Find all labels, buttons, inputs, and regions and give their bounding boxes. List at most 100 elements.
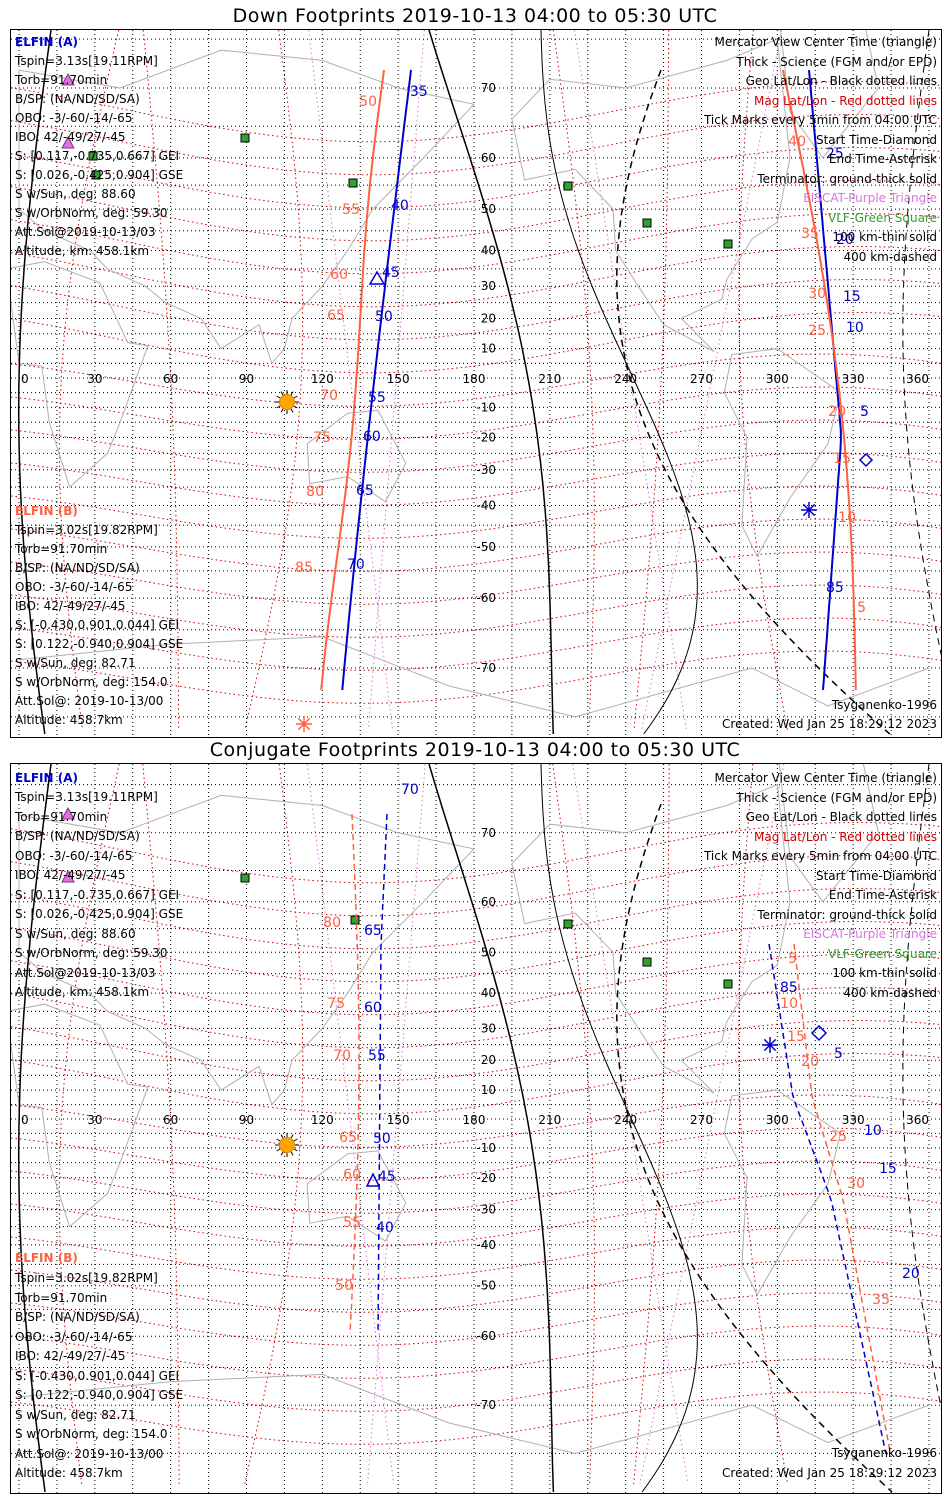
latitude-tick-label: -40 [476, 498, 496, 512]
info-line: Att.Sol@: 2019-10-13/00 [15, 694, 164, 708]
eiscat-meridian [639, 764, 785, 1485]
elfin-a-tick-label: 55 [368, 390, 386, 406]
legend-item: EISCAT-Purple Triangle [803, 927, 937, 941]
info-line: B/SP: (NA/ND/SD/SA) [15, 561, 140, 575]
continent-outline [306, 409, 407, 503]
map-canvas: 0 30 60 90 120 150 180 210 240 270 300 330 360 70 60 50… [11, 764, 941, 1493]
longitude-tick-label: 270 [690, 372, 713, 386]
info-line: S: [0.026,-0.425,0.904] GSE [15, 907, 184, 921]
terminator-line [428, 30, 555, 735]
legend-item: VLF-Green Square [828, 210, 937, 225]
elfin-b-tick-label: 70 [320, 388, 338, 404]
mag-latitude-line [11, 386, 941, 440]
elfin-a-name: ELFIN (A) [15, 771, 78, 785]
vlf-station-square [348, 178, 358, 188]
elfin-a-tick-label: 10 [864, 1123, 882, 1139]
continent-outline [511, 38, 791, 353]
info-line: S: [0.122,-0.940,0.904] GSE [15, 637, 184, 651]
latitude-tick-label: -50 [476, 1279, 496, 1293]
legend-item: End Time-Asterisk [828, 152, 937, 166]
info-line: OBO: -3/-60/-14/-65 [15, 111, 133, 125]
elfin-b-tick-label: 30 [847, 1176, 865, 1192]
elfin-b-tick-label: 5 [788, 951, 797, 967]
continent-outline [511, 783, 791, 1094]
longitude-tick-label: 300 [766, 372, 789, 386]
mag-latitude-line [11, 246, 941, 308]
mag-latitude-line [11, 855, 941, 917]
legend: Mercator View Center Time (triangle) Thi… [704, 772, 937, 1006]
info-line: OBO: -3/-60/-14/-65 [15, 1329, 133, 1344]
elfin-a-tick-label: 60 [363, 429, 381, 445]
longitude-tick-label: 120 [311, 1113, 334, 1127]
latitude-tick-label: 60 [481, 895, 496, 909]
mag-latitude-line [11, 452, 941, 506]
legend-item: 400 km-dashed [843, 249, 937, 264]
longitude-tick-label: 300 [766, 1113, 789, 1127]
elfin-a-info: Tspin=3.13s[19.11RPM] Torb=91.70min B/SP… [15, 55, 183, 264]
latitude-tick-label: -10 [476, 400, 496, 414]
elfin-b-tick-label: 50 [359, 94, 377, 110]
elfin-a-tick-label: 20 [902, 1266, 920, 1282]
terminator-line [17, 764, 52, 1493]
info-line: S: [0.122,-0.940,0.904] GSE [15, 1388, 184, 1402]
info-line: S: [0.117,-0.735,0.667] GEI [15, 149, 180, 163]
continent-outline [18, 49, 475, 365]
legend-item: End Time-Asterisk [828, 888, 937, 902]
latitude-tick-label: -40 [476, 1238, 496, 1252]
mag-longitude-line [58, 764, 120, 1485]
elfin-a-tick-label: 85 [780, 980, 798, 996]
continent-outline [778, 764, 879, 903]
mag-latitude-line [11, 1160, 941, 1214]
model-label: Tsyganenko-1996 [831, 698, 937, 712]
mag-latitude-line [11, 551, 941, 605]
eiscat-meridian [367, 764, 426, 1485]
longitude-tick-label: 270 [690, 1113, 713, 1127]
elfin-b-tick-label: 50 [335, 1278, 353, 1294]
elfin-a-tick-label: 15 [879, 1161, 897, 1177]
latitude-tick-label: -60 [476, 591, 496, 605]
info-line: S w/OrbNorm, deg: 59.30 [15, 946, 168, 960]
elfin-b-name: ELFIN (B) [15, 1251, 78, 1265]
legend-item: Thick - Science (FGM and/or EPD) [736, 790, 937, 805]
info-line: Att.Sol@2019-10-13/03 [15, 225, 156, 239]
info-line: OBO: -3/-60/-14/-65 [15, 848, 133, 863]
legend-item: Tick Marks every 5min from 04:00 UTC [703, 849, 937, 863]
latitude-tick-label: 40 [481, 244, 496, 258]
continent-outline [11, 261, 149, 488]
mag-latitude-line [11, 888, 941, 950]
elfin-b-tick-label: 60 [330, 267, 348, 283]
mag-longitude-line [552, 30, 595, 731]
elfin-a-tick-label: 65 [356, 483, 374, 499]
latitude-tick-label: -70 [476, 1398, 496, 1412]
vlf-station-square [91, 170, 101, 180]
info-line: S w/Sun, deg: 88.60 [15, 187, 136, 201]
legend-item: VLF-Green Square [828, 946, 937, 961]
latitude-tick-label: -20 [476, 1171, 496, 1185]
elfin-a-tick-label: 55 [368, 1048, 386, 1064]
info-line: Torb=91.70min [15, 1290, 108, 1305]
mag-latitude-line [11, 954, 941, 1016]
info-line: S w/OrbNorm, deg: 59.30 [15, 206, 168, 220]
mag-latitude-line [11, 147, 941, 209]
longitude-tick-label: 30 [87, 372, 102, 386]
info-line: Altitude: 458.7km [15, 1466, 123, 1480]
elfin-a-tick-label: 5 [834, 1046, 843, 1062]
elfin-b-info: Tspin=3.02s[19.82RPM] Torb=91.70min B/SP… [15, 524, 183, 733]
longitude-tick-label: 330 [842, 372, 865, 386]
elfin-b-track [793, 943, 892, 1455]
longitude-tick-label: 120 [311, 372, 334, 386]
conjugate-footprints-map: 0 30 60 90 120 150 180 210 240 270 300 330 360 70 60 50… [10, 763, 942, 1494]
terminator-line [428, 764, 555, 1493]
elfin-a-tick-label: 25 [826, 146, 844, 162]
mag-latitude-line [11, 1127, 941, 1181]
latitude-tick-label: -20 [476, 431, 496, 445]
start-time-diamond [858, 452, 874, 468]
terminator-line [17, 30, 52, 735]
panel-title-down: Down Footprints 2019-10-13 04:00 to 05:3… [232, 5, 718, 27]
elfin-b-tick-label: 80 [306, 484, 324, 500]
elfin-b-tick-label: 10 [780, 996, 798, 1012]
latitude-tick-label: -50 [476, 540, 496, 554]
mag-longitude-line [244, 764, 304, 1485]
latitude-tick-label: 30 [481, 1021, 496, 1035]
vlf-station-square [240, 133, 250, 143]
